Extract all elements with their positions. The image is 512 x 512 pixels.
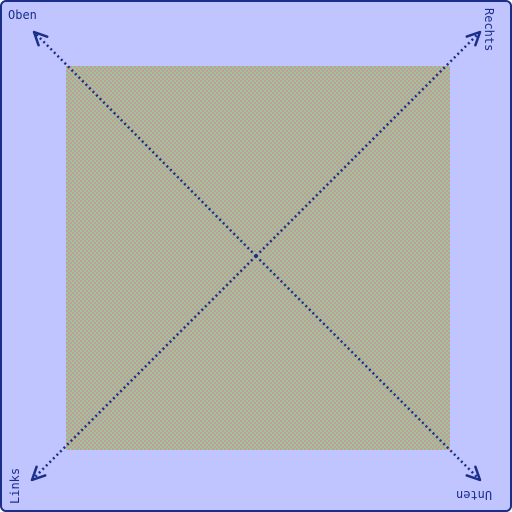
label-left: Links <box>8 467 22 504</box>
label-top: Oben <box>8 8 37 22</box>
arrow-bottom-right-line <box>255 255 481 481</box>
label-right: Rechts <box>482 8 496 52</box>
arrow-bottom-right-head <box>465 465 482 482</box>
arrow-bottom-left-line <box>31 255 257 481</box>
arrow-top-left-head <box>32 30 49 47</box>
arrow-top-left-line <box>33 31 257 257</box>
arrow-top-right-head <box>465 30 482 47</box>
arrow-top-right-line <box>255 31 481 257</box>
arrow-bottom-left-head <box>30 465 47 482</box>
label-bottom: Unten <box>456 488 493 502</box>
checkerboard-square <box>66 66 450 450</box>
